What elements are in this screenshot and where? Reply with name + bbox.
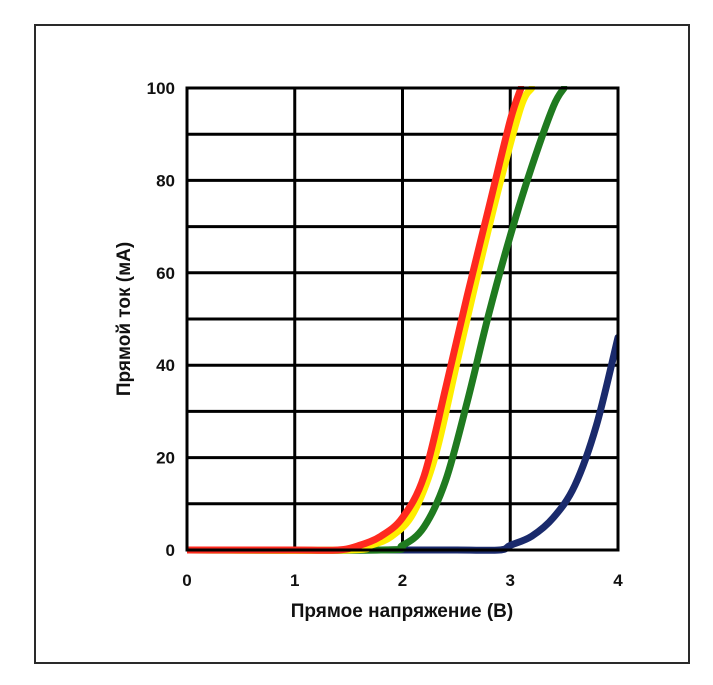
y-tick-label: 100 <box>147 79 175 98</box>
y-tick-label: 40 <box>156 356 175 375</box>
chart-frame <box>34 24 690 664</box>
x-tick-label: 2 <box>398 571 407 590</box>
x-axis-label: Прямое напряжение (В) <box>291 601 513 622</box>
y-tick-label: 0 <box>166 541 175 560</box>
x-tick-label: 4 <box>613 571 623 590</box>
x-tick-label: 3 <box>506 571 515 590</box>
plot-border <box>185 86 620 552</box>
y-tick-label: 80 <box>156 171 175 190</box>
y-tick-label: 60 <box>156 264 175 283</box>
series-line-3 <box>377 333 618 554</box>
grid <box>187 88 618 550</box>
y-tick-label: 20 <box>156 449 175 468</box>
y-axis-label: Прямой ток (мА) <box>114 242 135 396</box>
x-tick-label: 0 <box>182 571 191 590</box>
x-tick-label: 1 <box>290 571 299 590</box>
